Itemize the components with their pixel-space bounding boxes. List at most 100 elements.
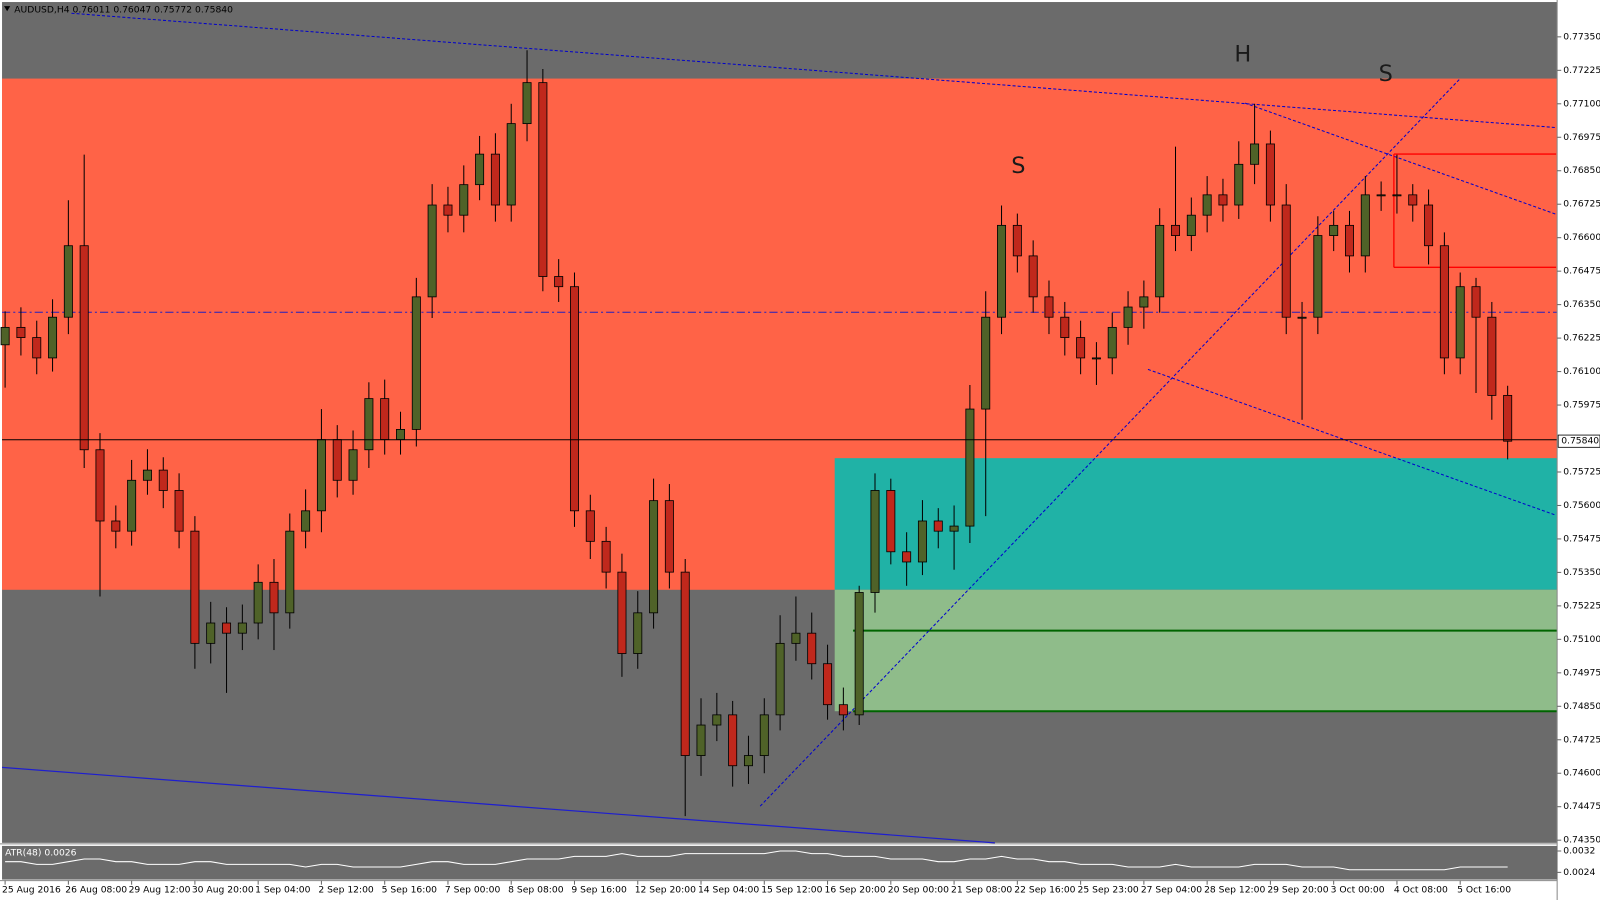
current-price-label: 0.75840 <box>1561 436 1599 447</box>
y-tick-label: 0.75350 <box>1563 567 1600 578</box>
candle-body <box>902 551 912 563</box>
candle-body <box>348 449 358 481</box>
candle-body <box>506 123 516 206</box>
trendlines <box>71 12 1557 807</box>
candle-body <box>190 530 200 644</box>
candle-body <box>475 153 485 186</box>
candle-body <box>538 82 548 277</box>
candle-body <box>1107 326 1117 359</box>
x-tick-label: 3 Oct 00:00 <box>1331 884 1385 895</box>
candle-body <box>1155 224 1165 298</box>
candle-body <box>633 612 643 654</box>
annotation: S <box>1379 61 1393 87</box>
candle-body <box>63 245 73 318</box>
candle-body <box>965 408 975 527</box>
candle-body <box>1329 224 1339 236</box>
candle-body <box>1360 194 1370 257</box>
candle-body <box>854 592 864 716</box>
candle-body <box>427 204 437 298</box>
candle-body <box>1376 194 1386 197</box>
candle-body <box>522 82 532 125</box>
candle-body <box>32 337 42 359</box>
y-tick-label: 0.76600 <box>1563 232 1600 243</box>
candle-body <box>1265 143 1275 206</box>
candle-body <box>823 663 833 706</box>
candle-body <box>617 571 627 654</box>
candle-body <box>1171 224 1180 236</box>
x-tick-label: 7 Sep 00:00 <box>445 884 501 895</box>
target-zone <box>834 458 1558 590</box>
x-tick-label: 20 Sep 00:00 <box>888 884 949 895</box>
candle-body <box>1044 296 1054 318</box>
indicator-tick-label: 0.0032 <box>1563 845 1595 856</box>
candle-body <box>886 490 896 553</box>
candle-body <box>411 296 421 430</box>
candle-body <box>142 469 152 481</box>
candle-body <box>1091 357 1101 360</box>
candle-body <box>1313 235 1323 318</box>
y-tick-label: 0.75225 <box>1563 600 1600 611</box>
y-tick-label: 0.76225 <box>1563 333 1600 344</box>
y-tick-label: 0.77225 <box>1563 65 1600 76</box>
annotation: S <box>1011 153 1025 179</box>
x-tick-label: 15 Sep 12:00 <box>761 884 822 895</box>
candles <box>0 50 1513 817</box>
candle-body <box>1392 194 1402 197</box>
y-tick-label: 0.77350 <box>1563 31 1600 42</box>
candle-body <box>237 622 247 634</box>
candle-body <box>1250 143 1260 165</box>
candle-body <box>174 490 184 532</box>
y-tick-label: 0.74725 <box>1563 734 1600 745</box>
y-tick-label: 0.75100 <box>1563 634 1600 645</box>
x-tick-label: 25 Aug 2016 <box>2 884 61 895</box>
candle-body <box>364 398 374 451</box>
candle-body <box>1487 316 1497 396</box>
candle-body <box>649 500 659 614</box>
candle-body <box>1455 286 1465 359</box>
candle-body <box>554 276 564 288</box>
candle-body <box>997 224 1007 318</box>
x-tick-label: 27 Sep 04:00 <box>1141 884 1202 895</box>
candle-body <box>933 520 943 532</box>
x-tick-label: 9 Sep 16:00 <box>571 884 627 895</box>
trendline <box>1244 102 1557 215</box>
candle-body <box>95 449 105 522</box>
candle-body <box>1234 163 1244 206</box>
candle-body <box>712 714 722 726</box>
candle-body <box>380 398 390 440</box>
x-tick-label: 8 Sep 08:00 <box>508 884 564 895</box>
candle-body <box>1439 245 1449 359</box>
x-tick-label: 4 Oct 08:00 <box>1394 884 1448 895</box>
current-price-box <box>1557 434 1600 448</box>
x-tick-label: 5 Sep 16:00 <box>382 884 438 895</box>
x-tick-label: 26 Aug 08:00 <box>65 884 127 895</box>
y-tick-label: 0.74975 <box>1563 667 1600 678</box>
indicator-tick-label: 0.0024 <box>1563 867 1595 878</box>
x-tick-label: 22 Sep 16:00 <box>1014 884 1075 895</box>
candle-body <box>79 245 89 451</box>
candle-body <box>222 622 232 634</box>
candle-body <box>332 439 342 481</box>
candle-body <box>696 724 706 756</box>
stop-zone <box>834 589 1558 712</box>
x-tick-label: 21 Sep 08:00 <box>951 884 1012 895</box>
y-tick-label: 0.77100 <box>1563 98 1600 109</box>
y-tick-label: 0.74850 <box>1563 701 1600 712</box>
candle-body <box>680 571 690 756</box>
candle-body <box>1012 224 1022 257</box>
x-tick-label: 14 Sep 04:00 <box>698 884 759 895</box>
candle-body <box>1218 194 1228 206</box>
candle-body <box>1139 296 1149 308</box>
x-tick-label: 25 Sep 23:00 <box>1078 884 1139 895</box>
channel-line <box>1 766 995 844</box>
candle-body <box>1503 394 1513 442</box>
candle-body <box>1297 316 1307 319</box>
y-tick-label: 0.76975 <box>1563 132 1600 143</box>
candle-body <box>570 286 579 512</box>
candle-body <box>664 500 674 573</box>
candle-body <box>0 326 10 346</box>
candle-body <box>158 469 168 491</box>
indicator-line <box>5 850 1508 871</box>
